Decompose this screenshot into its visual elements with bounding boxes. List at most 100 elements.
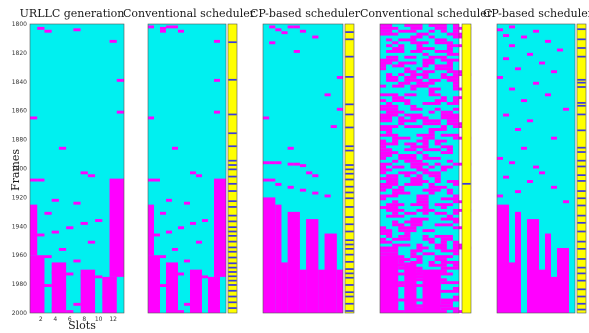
strip-mark — [228, 275, 237, 278]
occupied-cell — [440, 145, 453, 149]
axis-ticks: 1800 1820 1840 1860 1880 1900 1920 1940 1960 1980… — [12, 21, 117, 323]
occupied-cell — [293, 25, 300, 29]
occupied-cell — [416, 168, 429, 172]
occupied-cell — [452, 24, 459, 27]
occupied-cell — [416, 44, 423, 48]
occupied-cell — [428, 24, 447, 27]
strip-mark — [228, 226, 237, 229]
strip-mark — [345, 38, 354, 41]
occupied-cell — [51, 230, 59, 234]
occupied-cell — [440, 168, 447, 172]
occupied-cell — [380, 237, 387, 241]
occupied-cell — [392, 136, 411, 140]
y-tick-label: 1940 — [12, 223, 27, 230]
occupied-cell — [160, 29, 166, 33]
occupied-cell — [95, 275, 103, 279]
occupied-cell — [416, 266, 423, 270]
occupied-cell — [380, 240, 393, 244]
occupied-cell — [440, 237, 453, 241]
occupied-cell — [392, 165, 405, 169]
occupied-cell — [299, 29, 307, 33]
occupied-cell — [404, 67, 411, 71]
occupied-cell — [416, 174, 423, 178]
occupied-cell — [551, 70, 557, 74]
occupied-cell — [109, 39, 117, 43]
heatmap-panel-1 — [29, 23, 125, 314]
occupied-cell — [380, 171, 387, 175]
occupied-cell — [404, 148, 417, 152]
occupied-cell — [208, 295, 214, 299]
occupied-cell — [440, 116, 459, 120]
occupied-cell — [440, 266, 459, 270]
occupied-cell — [422, 148, 441, 152]
occupied-cell — [404, 125, 423, 129]
occupied-cell — [416, 151, 423, 155]
occupied-cell — [380, 104, 399, 108]
x-tick-label: 2 — [39, 316, 43, 323]
occupied-cell — [80, 221, 88, 225]
strip-mark — [228, 132, 237, 135]
occupied-cell — [452, 211, 459, 215]
occupied-cell — [398, 281, 405, 285]
occupied-cell — [178, 272, 184, 276]
occupied-cell — [154, 298, 160, 302]
occupied-cell — [410, 87, 417, 91]
strip-mark — [577, 174, 586, 177]
occupied-cell — [275, 28, 282, 32]
occupied-cell — [410, 255, 423, 259]
strip-mark — [345, 149, 354, 152]
occupied-cell — [404, 70, 417, 74]
occupied-cell — [446, 214, 453, 218]
strip-mark — [228, 240, 237, 243]
occupied-cell — [440, 58, 459, 62]
heatmap-panels — [29, 23, 587, 314]
occupied-cell — [422, 102, 441, 105]
occupied-cell — [380, 246, 399, 250]
occupied-cell — [440, 281, 459, 285]
occupied-cell — [148, 116, 154, 120]
occupied-cell — [51, 198, 59, 202]
occupied-cell — [446, 70, 466, 74]
occupied-cell — [178, 226, 184, 230]
occupied-cell — [398, 258, 411, 261]
occupied-cell — [190, 273, 196, 277]
occupied-cell — [30, 116, 38, 120]
strip-mark — [228, 113, 237, 116]
strip-mark — [345, 206, 354, 208]
occupied-cell — [428, 55, 447, 59]
occupied-cell — [398, 260, 405, 264]
occupied-cell — [416, 139, 429, 143]
occupied-cell — [392, 64, 405, 68]
occupied-cell — [269, 161, 276, 165]
occupied-cell — [214, 78, 220, 82]
occupied-band — [148, 204, 154, 256]
occupied-cell — [440, 96, 447, 100]
occupied-cell — [404, 102, 411, 105]
occupied-cell — [452, 286, 459, 290]
occupied-cell — [392, 188, 405, 192]
heatmap-background — [30, 24, 124, 313]
occupied-cell — [386, 38, 393, 42]
occupied-cell — [398, 229, 417, 233]
occupied-cell — [452, 182, 459, 186]
occupied-cell — [398, 38, 417, 42]
strip-mark — [345, 145, 354, 148]
occupied-cell — [446, 44, 466, 48]
occupied-cell — [428, 263, 447, 267]
occupied-cell — [422, 58, 435, 62]
occupied-cell — [422, 156, 441, 160]
occupied-cell — [184, 259, 190, 263]
occupied-cell — [422, 52, 429, 56]
occupied-cell — [416, 81, 435, 85]
occupied-cell — [410, 84, 429, 88]
occupied-cell — [410, 35, 423, 39]
strip-mark — [228, 200, 237, 203]
strip-mark — [228, 190, 237, 192]
occupied-cell — [446, 148, 453, 152]
occupied-cell — [446, 122, 466, 126]
strip-mark — [228, 214, 237, 217]
strip-mark — [577, 295, 586, 298]
occupied-cell — [148, 178, 154, 182]
occupied-cell — [30, 233, 38, 237]
occupied-cell — [214, 276, 220, 280]
